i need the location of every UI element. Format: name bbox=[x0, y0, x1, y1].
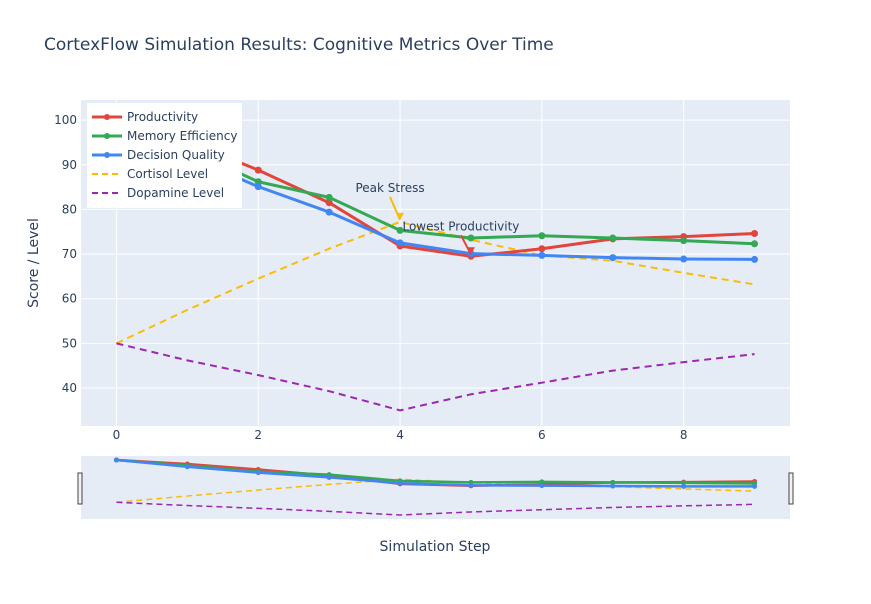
legend-marker bbox=[104, 133, 110, 139]
annotation-label: Lowest Productivity bbox=[402, 219, 519, 233]
annotations: Peak Stress Lowest Productivity bbox=[355, 181, 519, 255]
grid-lines bbox=[81, 100, 790, 426]
y-tick-label: 70 bbox=[62, 247, 77, 261]
dopamine-level-line[interactable] bbox=[116, 342, 755, 412]
decision-quality-point[interactable] bbox=[680, 255, 688, 263]
legend-label: Memory Efficiency bbox=[127, 129, 237, 143]
annotation-arrowhead bbox=[396, 212, 405, 220]
x-tick-label: 6 bbox=[538, 428, 546, 442]
memory-efficiency-point[interactable] bbox=[396, 226, 404, 234]
annotation-arrowhead bbox=[466, 247, 475, 255]
range-slider-decision-quality-point bbox=[113, 457, 119, 463]
range-slider-decision-quality-point bbox=[184, 464, 190, 470]
y-tick-label: 40 bbox=[62, 381, 77, 395]
y-axis-label: Score / Level bbox=[26, 218, 42, 308]
productivity-point[interactable] bbox=[751, 230, 759, 238]
legend-item-memory-efficiency[interactable]: Memory Efficiency bbox=[92, 129, 237, 143]
memory-efficiency-point[interactable] bbox=[254, 178, 262, 186]
productivity-point[interactable] bbox=[325, 199, 333, 207]
memory-efficiency-point[interactable] bbox=[538, 232, 546, 240]
range-slider-decision-quality-point bbox=[255, 470, 261, 476]
decision-quality-point[interactable] bbox=[254, 183, 262, 191]
legend-label: Decision Quality bbox=[127, 148, 225, 162]
decision-quality-point[interactable] bbox=[396, 239, 404, 247]
legend-marker bbox=[104, 114, 110, 120]
decision-quality-point[interactable] bbox=[609, 254, 617, 262]
range-slider-decision-quality-point bbox=[397, 480, 403, 486]
x-tick-label: 4 bbox=[396, 428, 404, 442]
memory-efficiency-point[interactable] bbox=[751, 240, 759, 248]
range-slider-memory-efficiency-point bbox=[539, 479, 545, 485]
range-slider-left-handle[interactable] bbox=[77, 472, 83, 505]
legend-item-productivity[interactable]: Productivity bbox=[92, 110, 198, 124]
x-tick-label: 0 bbox=[113, 428, 121, 442]
legend-item-cortisol-level[interactable]: Cortisol Level bbox=[92, 167, 208, 181]
legend-item-dopamine-level[interactable]: Dopamine Level bbox=[92, 186, 224, 200]
axis-tick-labels: 0 2 4 6 8 40 50 60 70 80 90 100 bbox=[54, 113, 687, 442]
y-tick-label: 60 bbox=[62, 292, 77, 306]
legend-label: Cortisol Level bbox=[127, 167, 208, 181]
range-slider-right-handle[interactable] bbox=[788, 472, 794, 505]
productivity-point[interactable] bbox=[254, 166, 262, 174]
decision-quality-point[interactable] bbox=[325, 208, 333, 216]
legend-item-decision-quality[interactable]: Decision Quality bbox=[92, 148, 225, 162]
chart-title: CortexFlow Simulation Results: Cognitive… bbox=[44, 35, 554, 55]
y-tick-label: 100 bbox=[54, 113, 77, 127]
range-slider-decision-quality-point bbox=[326, 474, 332, 480]
range-slider-memory-efficiency-point bbox=[681, 480, 687, 486]
range-slider-decision-quality-point bbox=[752, 483, 758, 489]
legend-label: Productivity bbox=[127, 110, 198, 124]
decision-quality-point[interactable] bbox=[751, 255, 759, 263]
legend-marker bbox=[104, 152, 110, 158]
memory-efficiency-point[interactable] bbox=[467, 234, 475, 242]
x-tick-label: 2 bbox=[254, 428, 262, 442]
range-slider[interactable] bbox=[77, 456, 794, 519]
memory-efficiency-point[interactable] bbox=[325, 193, 333, 201]
decision-quality-point[interactable] bbox=[538, 251, 546, 259]
range-slider-dopamine-level-line bbox=[116, 501, 755, 516]
range-slider-decision-quality-point bbox=[468, 482, 474, 488]
range-slider-decision-quality-point bbox=[539, 483, 545, 489]
legend-label: Dopamine Level bbox=[127, 186, 224, 200]
memory-efficiency-point[interactable] bbox=[609, 234, 617, 242]
y-tick-label: 90 bbox=[62, 158, 77, 172]
y-tick-label: 50 bbox=[62, 336, 77, 350]
range-slider-memory-efficiency-point bbox=[610, 479, 616, 485]
x-axis-label: Simulation Step bbox=[380, 539, 491, 555]
y-tick-label: 80 bbox=[62, 202, 77, 216]
memory-efficiency-point[interactable] bbox=[680, 237, 688, 245]
range-slider-decision-quality-line bbox=[116, 458, 755, 488]
productivity-point[interactable] bbox=[538, 245, 546, 253]
range-slider-decision-quality-point bbox=[610, 483, 616, 489]
range-slider-decision-quality-point bbox=[681, 483, 687, 489]
legend[interactable]: Productivity Memory Efficiency Decision Qu… bbox=[87, 103, 242, 208]
annotation-label: Peak Stress bbox=[355, 181, 424, 195]
x-tick-label: 8 bbox=[680, 428, 688, 442]
